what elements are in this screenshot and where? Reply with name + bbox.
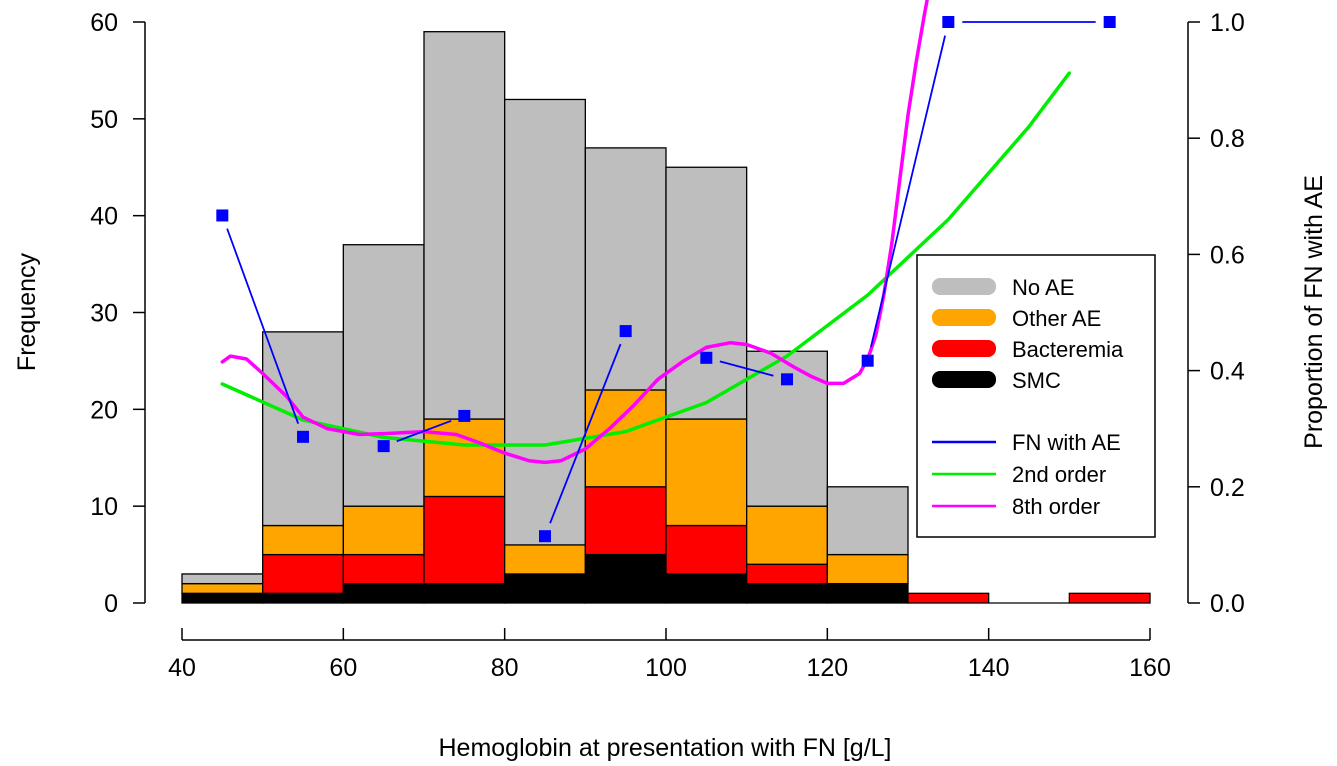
bar-no-ae-40 bbox=[181, 573, 264, 585]
y2-tick-label-0.4: 0.4 bbox=[1210, 358, 1245, 386]
point-fn-with-ae-125 bbox=[861, 354, 874, 367]
legend-swatch-smc bbox=[932, 371, 996, 388]
y2-tick-label-1.0: 1.0 bbox=[1210, 9, 1245, 37]
legend-label-2nd-order: 2nd order bbox=[1012, 462, 1106, 487]
point-fn-with-ae-45 bbox=[216, 209, 229, 222]
x-axis-title: Hemoglobin at presentation with FN [g/L] bbox=[438, 734, 891, 762]
bar-bacteremia-60 bbox=[342, 553, 425, 585]
bar-other-ae-60 bbox=[342, 505, 425, 556]
y-tick-label-30: 30 bbox=[90, 300, 118, 328]
y2-tick-label-0.2: 0.2 bbox=[1210, 474, 1245, 502]
point-fn-with-ae-85 bbox=[539, 530, 551, 543]
y-tick-label-60: 60 bbox=[90, 9, 118, 37]
bar-smc-120 bbox=[826, 582, 909, 604]
point-fn-with-ae-55 bbox=[297, 430, 309, 443]
x-tick-label-100: 100 bbox=[645, 654, 687, 682]
bar-no-ae-80 bbox=[504, 98, 586, 546]
stacked-bars bbox=[181, 31, 1151, 604]
legend: No AE Other AE Bacteremia SMC FN with AE… bbox=[916, 254, 1156, 538]
line-segment-fn-with-ae-2 bbox=[549, 343, 622, 524]
bar-other-ae-50 bbox=[262, 524, 344, 556]
axes: 0 10 20 30 40 50 60 0.0 0.2 0.4 0.6 0.8 1.0 40 60 80 100… bbox=[90, 9, 1245, 682]
bar-no-ae-100 bbox=[665, 166, 748, 420]
x-tick-label-80: 80 bbox=[491, 654, 519, 682]
point-fn-with-ae-65 bbox=[377, 440, 390, 453]
bar-bacteremia-150 bbox=[1068, 592, 1151, 604]
line-segment-fn-with-ae-0 bbox=[226, 228, 300, 424]
bar-no-ae-120 bbox=[826, 486, 909, 556]
bar-other-ae-120 bbox=[826, 553, 909, 585]
bar-no-ae-90 bbox=[584, 147, 667, 391]
proportion-lines bbox=[216, 0, 1116, 543]
x-tick-label-140: 140 bbox=[968, 654, 1010, 682]
y-axis-title: Frequency bbox=[13, 252, 41, 371]
bar-other-ae-110 bbox=[746, 505, 828, 565]
bar-smc-50 bbox=[262, 592, 344, 604]
y-tick-label-0: 0 bbox=[104, 590, 118, 618]
legend-label-other-ae: Other AE bbox=[1012, 306, 1101, 331]
bar-smc-80 bbox=[504, 573, 586, 604]
point-fn-with-ae-75 bbox=[458, 409, 471, 422]
bar-bacteremia-70 bbox=[423, 495, 506, 585]
y-tick-label-10: 10 bbox=[90, 493, 118, 521]
legend-label-bacteremia: Bacteremia bbox=[1012, 337, 1124, 362]
bar-smc-60 bbox=[342, 582, 425, 604]
bar-other-ae-80 bbox=[504, 544, 586, 575]
bar-other-ae-40 bbox=[181, 582, 264, 594]
legend-swatch-other-ae bbox=[932, 309, 996, 326]
y2-axis-title: Proportion of FN with AE bbox=[1300, 175, 1328, 449]
bar-no-ae-70 bbox=[423, 31, 506, 420]
line-segment-fn-with-ae-1 bbox=[396, 419, 452, 443]
legend-label-no-ae: No AE bbox=[1012, 275, 1074, 300]
bar-bacteremia-90 bbox=[584, 486, 667, 556]
legend-label-fn-with-ae: FN with AE bbox=[1012, 430, 1121, 455]
x-tick-label-120: 120 bbox=[806, 654, 848, 682]
bar-other-ae-70 bbox=[423, 418, 506, 498]
point-fn-with-ae-135 bbox=[942, 16, 955, 28]
bar-no-ae-60 bbox=[342, 244, 425, 507]
x-tick-label-160: 160 bbox=[1129, 654, 1171, 682]
point-fn-with-ae-95 bbox=[619, 325, 632, 338]
line-segment-fn-with-ae-4 bbox=[870, 35, 946, 348]
y-tick-label-40: 40 bbox=[90, 203, 118, 231]
bar-smc-70 bbox=[423, 582, 506, 604]
y2-tick-label-0.0: 0.0 bbox=[1210, 590, 1245, 618]
line-8th-order bbox=[220, 0, 929, 465]
y2-tick-label-0.6: 0.6 bbox=[1210, 241, 1245, 269]
x-tick-label-40: 40 bbox=[168, 654, 196, 682]
bar-smc-110 bbox=[746, 582, 828, 604]
point-fn-with-ae-155 bbox=[1103, 16, 1116, 28]
bar-other-ae-100 bbox=[665, 418, 748, 527]
bar-smc-40 bbox=[181, 592, 264, 604]
bar-bacteremia-130 bbox=[907, 592, 990, 604]
y2-tick-label-0.8: 0.8 bbox=[1210, 125, 1245, 153]
legend-swatch-bacteremia bbox=[932, 340, 996, 357]
legend-label-smc: SMC bbox=[1012, 368, 1061, 393]
point-fn-with-ae-115 bbox=[781, 373, 793, 386]
legend-label-8th-order: 8th order bbox=[1012, 494, 1100, 519]
bar-smc-100 bbox=[665, 573, 748, 604]
point-fn-with-ae-105 bbox=[700, 351, 713, 364]
legend-box bbox=[916, 254, 1156, 538]
bar-bacteremia-50 bbox=[262, 553, 344, 594]
x-tick-label-60: 60 bbox=[329, 654, 357, 682]
bar-smc-90 bbox=[584, 553, 667, 604]
y-tick-label-50: 50 bbox=[90, 106, 118, 134]
legend-swatch-no-ae bbox=[932, 278, 996, 295]
bar-bacteremia-100 bbox=[665, 524, 748, 575]
y-tick-label-20: 20 bbox=[90, 396, 118, 424]
line-segment-fn-with-ae-3 bbox=[719, 360, 774, 377]
bar-bacteremia-110 bbox=[746, 563, 828, 585]
